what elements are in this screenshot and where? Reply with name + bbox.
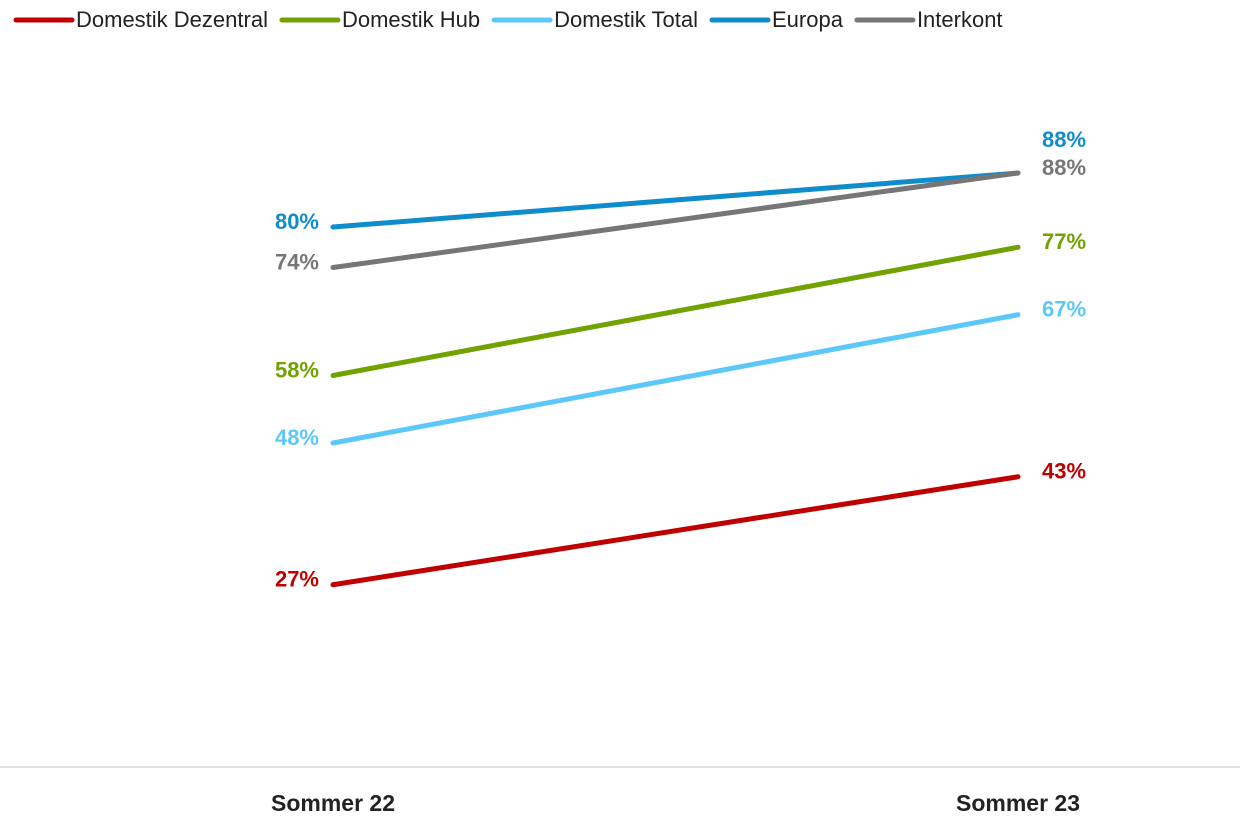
data-label: 48%: [275, 425, 319, 450]
series-line: [330, 170, 1021, 270]
data-label: 74%: [275, 249, 319, 274]
data-label: 58%: [275, 357, 319, 382]
series-line: [330, 474, 1021, 588]
series-line: [330, 170, 1021, 230]
x-tick-label: Sommer 23: [956, 790, 1080, 816]
legend-label: Domestik Hub: [342, 7, 480, 32]
data-label: 88%: [1042, 155, 1086, 180]
legend-label: Europa: [772, 7, 844, 32]
data-label: 77%: [1042, 229, 1086, 254]
series-line: [330, 244, 1021, 378]
legend-label: Domestik Dezentral: [76, 7, 268, 32]
legend-label: Interkont: [917, 7, 1003, 32]
data-label: 88%: [1042, 127, 1086, 152]
data-label: 43%: [1042, 459, 1086, 484]
data-label: 80%: [275, 209, 319, 234]
legend-label: Domestik Total: [554, 7, 698, 32]
data-label: 67%: [1042, 297, 1086, 322]
data-label: 27%: [275, 567, 319, 592]
x-tick-label: Sommer 22: [271, 790, 395, 816]
series-line: [330, 312, 1021, 446]
